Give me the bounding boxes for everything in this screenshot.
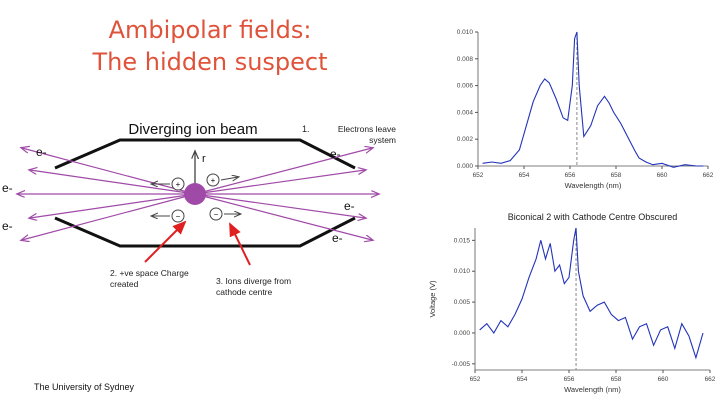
x-axis-label: Wavelength (nm) xyxy=(564,385,621,394)
lower-electrode xyxy=(54,216,356,248)
x-axis-label: Wavelength (nm) xyxy=(565,181,622,190)
red-arrow-ions xyxy=(229,222,251,266)
y-tick-label: 0.010 xyxy=(457,29,474,36)
series-line xyxy=(482,31,704,168)
y-tick-label: 0.006 xyxy=(457,83,474,90)
svg-text:−: − xyxy=(214,210,219,219)
particle-plus-left: + xyxy=(152,177,185,191)
x-tick-label: 656 xyxy=(565,172,576,179)
y-tick-label: 0.004 xyxy=(457,109,474,116)
beam-line xyxy=(194,193,372,240)
svg-text:+: + xyxy=(211,176,216,185)
x-tick-label: 660 xyxy=(658,376,669,383)
x-tick-label: 658 xyxy=(611,376,622,383)
x-tick-label: 658 xyxy=(611,172,622,179)
upper-electrode xyxy=(54,138,356,170)
annotation-electrons-leave: Electrons leave system xyxy=(337,124,396,145)
beam-line xyxy=(194,148,372,195)
particle-minus-left: − xyxy=(152,209,185,223)
x-tick-label: 662 xyxy=(703,172,714,179)
annotation-ions-diverge: 3. Ions diverge from cathode centre xyxy=(216,276,292,297)
beam-line xyxy=(30,170,196,195)
y-tick-label: 0.000 xyxy=(454,330,471,337)
x-tick-label: 652 xyxy=(473,172,484,179)
y-tick-label: 0.005 xyxy=(454,299,471,306)
y-tick-label: 0.015 xyxy=(454,237,471,244)
x-tick-label: 656 xyxy=(564,376,575,383)
electron-label: e- xyxy=(2,181,13,195)
x-tick-label: 662 xyxy=(705,376,716,383)
title-line-2: The hidden suspect xyxy=(92,48,328,76)
beam-line xyxy=(30,193,196,218)
y-axis-label: Voltage (V) xyxy=(428,280,437,318)
y-tick-label: 0.010 xyxy=(454,268,471,275)
svg-text:+: + xyxy=(176,180,181,189)
beam-line xyxy=(22,193,196,240)
electron-label: e- xyxy=(2,219,13,233)
x-tick-label: 660 xyxy=(657,172,668,179)
axis-r-label: r xyxy=(202,153,206,165)
beam-line xyxy=(22,148,196,195)
beam-lines xyxy=(18,148,378,240)
x-tick-label: 654 xyxy=(519,172,530,179)
annotation-space-charge: 2. +ve space Charge created xyxy=(110,268,189,289)
beam-line xyxy=(194,170,365,195)
chart-title: Biconical 2 with Cathode Centre Obscured xyxy=(508,212,678,222)
particle-minus-right: − xyxy=(209,207,240,221)
ion-beam-diagram: Diverging ion beam r + + − − xyxy=(2,121,420,266)
svg-text:−: − xyxy=(176,212,181,221)
y-tick-label: 0.002 xyxy=(457,136,474,143)
chart-spectrum-bottom: Biconical 2 with Cathode Centre Obscured… xyxy=(428,212,716,394)
title-line-1: Ambipolar fields: xyxy=(108,16,312,44)
annotation-1-number: 1. xyxy=(302,124,310,134)
electron-label: e- xyxy=(36,145,47,159)
x-tick-label: 652 xyxy=(470,376,481,383)
electron-label: e- xyxy=(344,199,355,213)
slide-title: Ambipolar fields: The hidden suspect xyxy=(60,14,360,78)
chart-spectrum-top: 652 654 656 658 660 662 0.000 0.002 0.004 0.006 0.… xyxy=(457,29,714,190)
beam-line xyxy=(194,193,365,218)
series-line xyxy=(479,227,704,360)
beam-source xyxy=(184,183,206,205)
diagram-heading: Diverging ion beam xyxy=(128,121,257,138)
electron-label: e- xyxy=(330,147,341,161)
electron-label: e- xyxy=(332,231,343,245)
footer-university: The University of Sydney xyxy=(34,382,135,392)
particle-plus-right: + xyxy=(206,173,238,187)
y-tick-label: 0.000 xyxy=(457,163,474,170)
y-tick-label: -0.005 xyxy=(452,361,471,368)
red-arrow-space-charge xyxy=(144,220,187,263)
y-tick-label: 0.008 xyxy=(457,56,474,63)
x-tick-label: 654 xyxy=(517,376,528,383)
